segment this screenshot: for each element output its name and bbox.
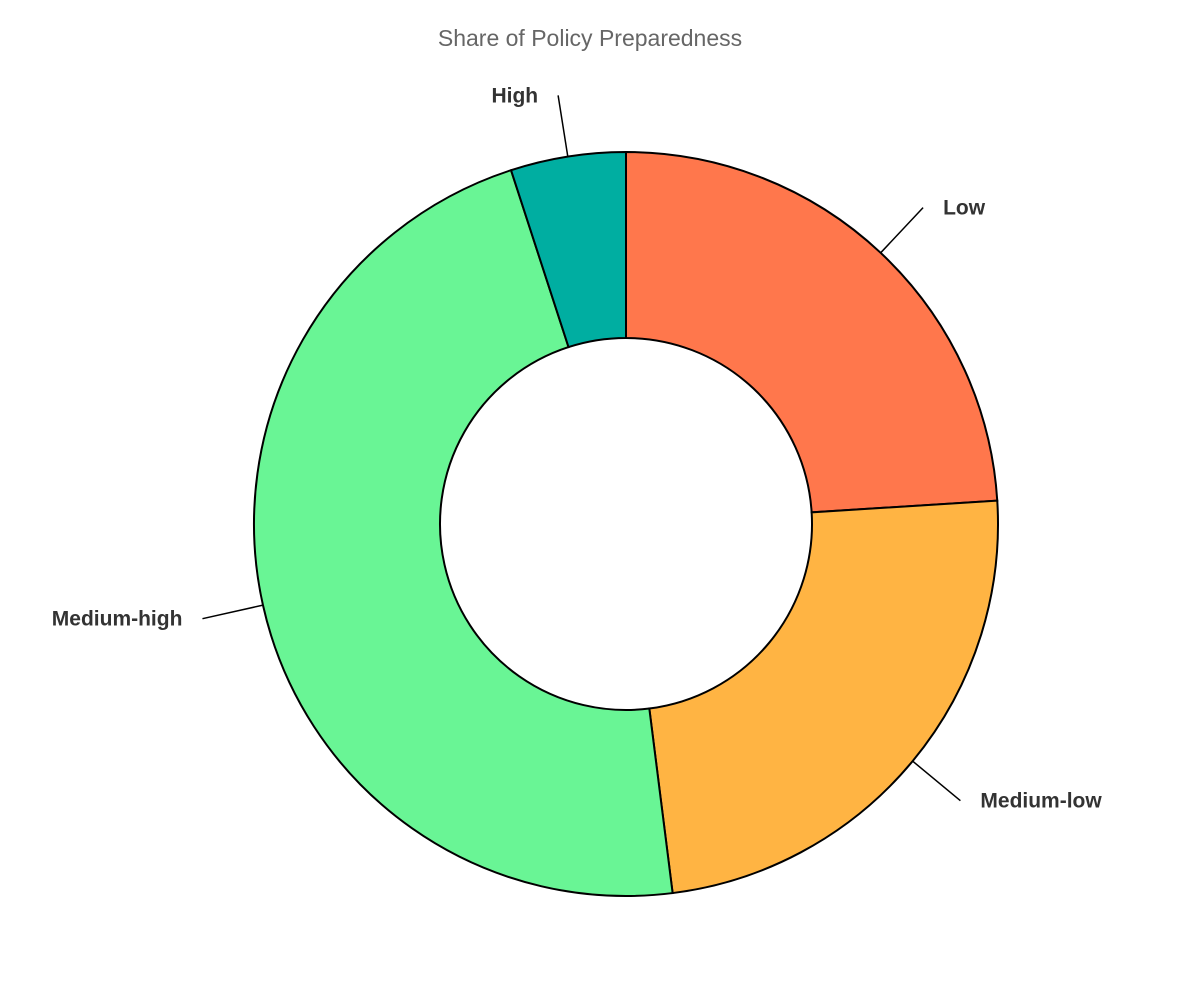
chart-title: Share of Policy Preparedness	[437, 25, 743, 51]
slices-group	[253, 150, 999, 897]
slice-label-low: Low	[943, 197, 986, 220]
leader-line-high	[557, 95, 569, 157]
slice-medium-low	[648, 499, 999, 895]
slice-low	[625, 150, 999, 514]
leader-lines-group	[202, 95, 961, 802]
slice-labels-group: Low Medium-low Medium-high High	[52, 84, 1103, 812]
slice-medium-high	[253, 168, 674, 897]
leader-line-low	[880, 207, 924, 254]
slice-label-medium-high: Medium-high	[52, 608, 183, 631]
leader-line-medium-high	[202, 604, 264, 620]
leader-line-medium-low	[912, 760, 961, 802]
slice-label-medium-low: Medium-low	[980, 790, 1102, 813]
slice-label-high: High	[491, 84, 538, 107]
slice-high	[509, 150, 627, 349]
